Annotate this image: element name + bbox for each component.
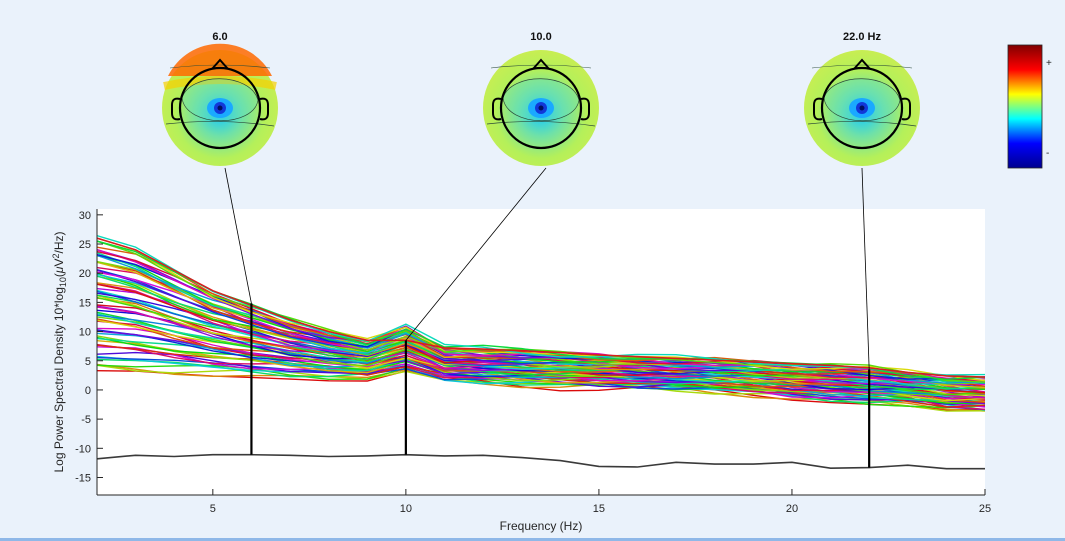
left-ear-icon [171, 97, 181, 121]
nose-icon [532, 58, 550, 70]
y-tick-label: 0 [85, 385, 91, 397]
head-outline [820, 66, 904, 150]
channel-curve [97, 266, 985, 384]
x-tick-label: 5 [210, 503, 216, 515]
right-ear-icon [259, 97, 269, 121]
y-axis-label: Log Power Spectral Density 10*log10(μV2/… [51, 231, 68, 472]
topo-contour [490, 64, 592, 69]
colorbar-minus-label: - [1046, 148, 1049, 159]
y-tick-label: 20 [79, 268, 91, 280]
topo-contour [811, 64, 913, 69]
psd-curves [97, 235, 985, 412]
topo-map: 22.0 Hz [804, 31, 920, 166]
colorbar-gradient [1007, 44, 1043, 169]
topo-connector-line [224, 167, 252, 304]
channel-curve [97, 358, 985, 407]
topo-connectors [224, 167, 870, 370]
bottom-border [0, 538, 1065, 541]
topo-maps: 6.0 10.0 22.0 Hz [162, 31, 920, 166]
topo-contour [165, 121, 275, 127]
y-tick-label: 15 [79, 297, 91, 309]
x-tick-label: 20 [786, 503, 798, 515]
frequency-markers [250, 303, 871, 468]
left-ear-icon [492, 97, 502, 121]
reference-curve [97, 453, 985, 470]
reference-curve-group [97, 453, 985, 470]
topo-hotspot-band [163, 76, 277, 90]
head-outline [499, 66, 583, 150]
nose-icon [211, 58, 229, 70]
topo-contour [169, 64, 271, 69]
y-tick-label: 25 [79, 239, 91, 251]
left-ear-icon [813, 97, 823, 121]
channel-curve [97, 370, 985, 411]
channel-curve [97, 240, 985, 382]
x-tick-label: 25 [979, 503, 991, 515]
channel-curve [97, 240, 985, 383]
nose-icon [853, 58, 871, 70]
topo-contour [807, 121, 917, 127]
right-ear-icon [901, 97, 911, 121]
topo-center-blob [217, 105, 223, 111]
x-axis-label: Frequency (Hz) [500, 519, 583, 533]
topo-contour [486, 121, 596, 127]
y-tick-label: 5 [85, 356, 91, 368]
channel-curve [97, 327, 985, 401]
y-tick-label: -15 [75, 472, 91, 484]
y-tick-label: -5 [81, 414, 91, 426]
channel-curve [97, 269, 985, 385]
topo-center-blob [859, 105, 865, 111]
x-tick-label: 10 [400, 503, 412, 515]
y-tick-label: 30 [79, 210, 91, 222]
topo-map-label: 6.0 [212, 31, 227, 43]
y-tick-label: 10 [79, 327, 91, 339]
topo-connector-line [405, 167, 547, 341]
x-tick-label: 15 [593, 503, 605, 515]
x-ticks: 5 10 15 20 25 [210, 489, 991, 515]
colorbar-plus-label: + [1046, 58, 1052, 69]
right-ear-icon [580, 97, 590, 121]
y-tick-label: -10 [75, 443, 91, 455]
channel-curve-max [97, 237, 985, 378]
axes [96, 209, 985, 496]
topo-map: 6.0 [162, 31, 278, 166]
topo-map-label: 10.0 [530, 31, 551, 43]
colorbar: + - [1007, 44, 1052, 169]
topo-connector-line [861, 167, 870, 370]
topo-map-label: 22.0 Hz [843, 31, 881, 43]
head-outline [178, 66, 262, 150]
topo-map: 10.0 [483, 31, 599, 166]
topo-center-blob [538, 105, 544, 111]
y-ticks: -15 -10 -5 0 5 10 15 20 25 30 [75, 210, 103, 484]
channel-curve [97, 297, 985, 394]
